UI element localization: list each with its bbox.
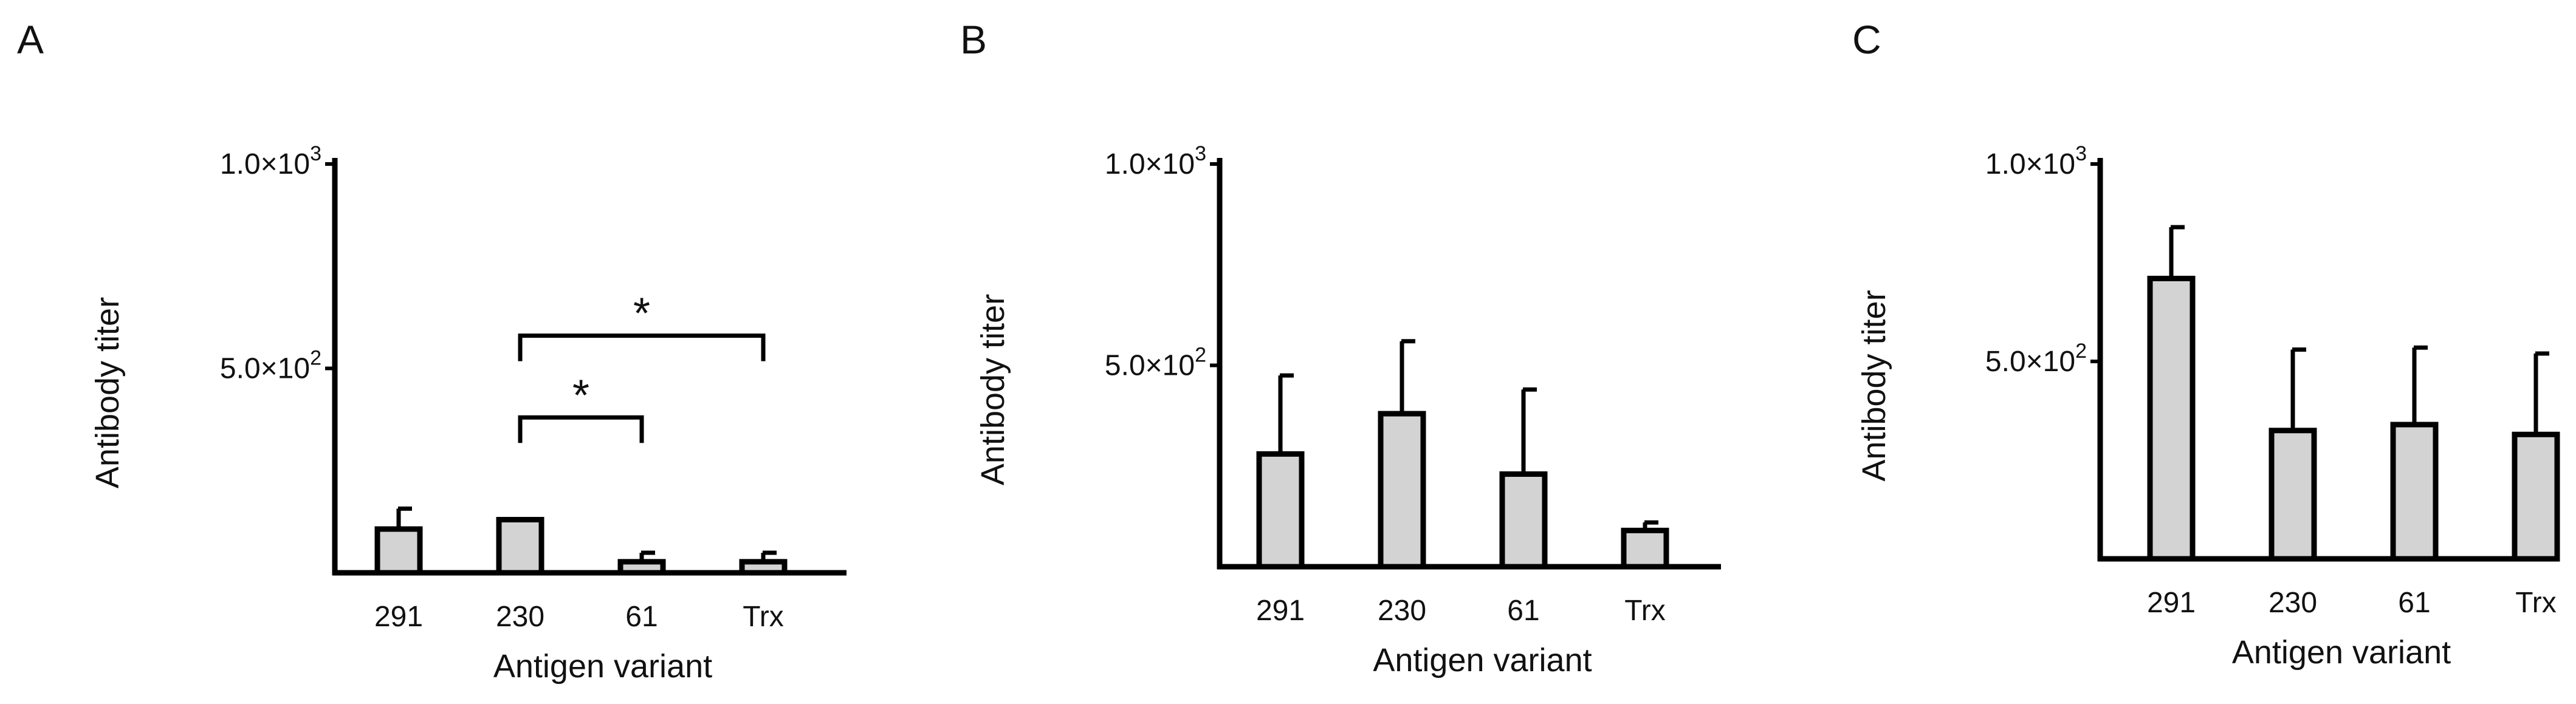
panel-letter: C [1852,17,1881,62]
x-tick-label: Trx [743,601,784,633]
y-tick-label: 1.0×103 [220,142,321,180]
x-tick-label: 291 [374,601,423,633]
panel-letter: B [960,17,987,62]
significance-star: * [633,290,650,338]
bar-trx [2512,431,2560,562]
y-axis-title: Antibody titer [1856,290,1892,481]
x-tick-label: 230 [2269,587,2317,619]
y-tick-label: 5.0×102 [1105,344,1206,382]
bar-230 [496,517,544,576]
panel-letter: A [17,17,44,62]
bar-61 [2390,422,2439,562]
bar-291 [374,526,423,576]
x-tick-label: 61 [625,601,658,633]
bar-291 [2147,276,2196,562]
panel-c: C 5.0×102 1.0×103 291 230 61 Trx Antigen varian… [1852,17,2560,671]
bar-230 [2269,428,2317,562]
bar-291 [1256,451,1305,570]
significance-bracket [518,333,766,361]
y-axis-title: Antibody titer [975,294,1011,485]
x-tick-label: 230 [496,601,544,633]
bar-61 [1499,471,1548,570]
x-tick-label: 291 [1256,595,1305,627]
x-tick-label: 61 [2398,587,2430,619]
x-tick-label: Trx [1624,595,1666,627]
x-axis-title: Antigen variant [493,648,712,685]
x-tick-label: 61 [1507,595,1539,627]
x-tick-label: Trx [2515,587,2557,619]
x-axis-title: Antigen variant [1373,642,1592,678]
panel-a: A 5.0×102 1.0×103 291 230 61 Trx Antigen varian… [17,17,847,685]
x-tick-label: 291 [2147,587,2196,619]
y-tick-label: 1.0×103 [1105,142,1206,180]
y-axis-title: Antibody titer [89,297,126,488]
y-tick-label: 5.0×102 [1985,340,2087,378]
y-tick-label: 1.0×103 [1985,142,2087,180]
bar-trx [1621,527,1669,570]
x-axis-title: Antigen variant [2232,634,2451,671]
significance-bracket [518,415,644,443]
y-tick-label: 5.0×102 [220,347,321,385]
panel-b: B 5.0×102 1.0×103 291 230 61 Trx Antigen varian… [960,17,1721,678]
x-tick-label: 230 [1378,595,1426,627]
significance-star: * [572,371,589,420]
bar-230 [1378,411,1426,570]
